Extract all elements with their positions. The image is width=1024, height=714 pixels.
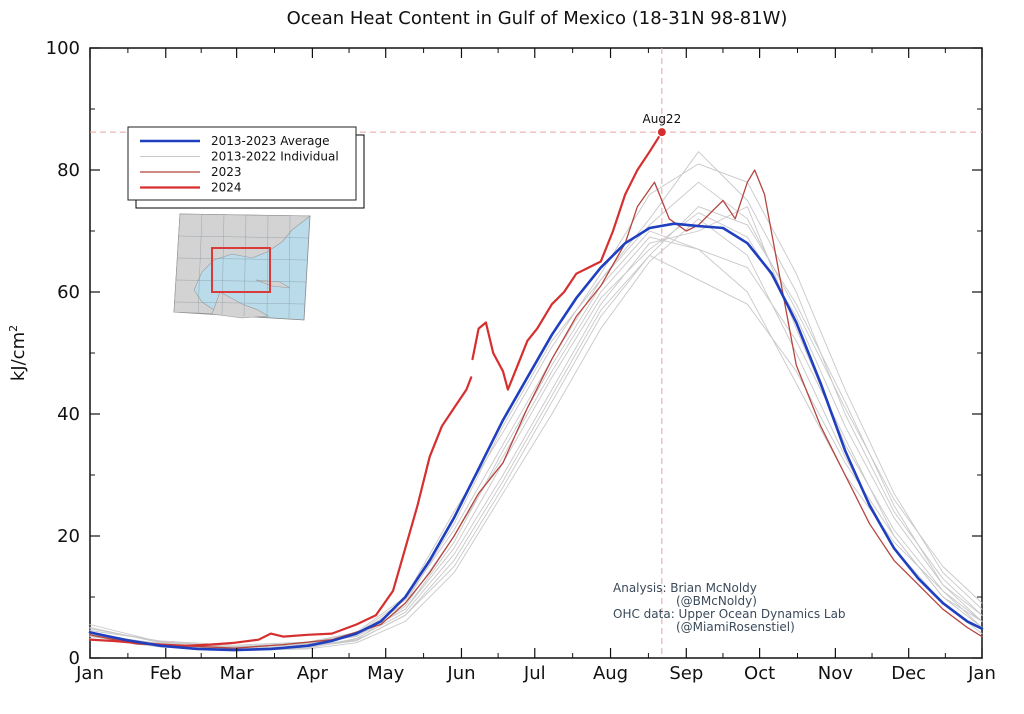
series-line-2024-segment-0: [88, 376, 473, 647]
x-tick-labels: Jan Feb Mar Apr May Jun Jul Aug Sep Oct Nov Dec Jan: [75, 663, 996, 684]
y-tick-label-20: 20: [57, 526, 80, 547]
x-tick-label-aug-7: Aug: [593, 663, 628, 684]
x-tick-label-jan-12: Jan: [967, 663, 996, 684]
y-axis-label-superscript: 2: [7, 325, 20, 332]
x-tick-label-feb-1: Feb: [150, 663, 182, 684]
y-tick-label-80: 80: [57, 160, 80, 181]
credit-data-handle: (@MiamiRosenstiel): [676, 620, 795, 634]
y-tick-label-100: 100: [46, 38, 80, 59]
inset-map-region-box: [211, 247, 271, 293]
y-tick-label-40: 40: [57, 404, 80, 425]
legend-label-3: 2024: [211, 181, 242, 195]
y-axis-label: kJ/cm2: [7, 325, 29, 381]
x-tick-label-mar-2: Mar: [220, 663, 255, 684]
series-line-2013-2023-average: [88, 222, 984, 652]
series-line-individual-5: [89, 163, 983, 646]
credit-analysis: Analysis: Brian McNoldy: [613, 581, 757, 595]
x-tick-label-nov-10: Nov: [818, 663, 853, 684]
y-axis-label-text: kJ/cm: [8, 332, 29, 381]
y-tick-labels: 0 20 40 60 80 100: [46, 38, 80, 669]
credit-analysis-handle: (@BMcNoldy): [676, 594, 757, 608]
inset-map: [173, 213, 311, 321]
x-tick-label-dec-11: Dec: [891, 663, 926, 684]
series-line-individual-6: [89, 206, 983, 650]
x-tick-label-jun-5: Jun: [446, 663, 475, 684]
reference-lines: [90, 48, 982, 658]
credits: Analysis: Brian McNoldy (@BMcNoldy) OHC …: [613, 581, 846, 634]
inset-map-graticule: [174, 213, 309, 319]
series-line-2024-segment-1: [471, 131, 663, 391]
credit-data: OHC data: Upper Ocean Dynamics Lab: [613, 607, 846, 621]
aug22-marker: [656, 127, 667, 138]
inset-map-land-central: [211, 291, 269, 319]
legend-label-0: 2013-2023 Average: [211, 134, 330, 148]
x-tick-label-sep-8: Sep: [669, 663, 703, 684]
aug22-annotation: Aug22: [643, 112, 682, 138]
aug22-label: Aug22: [643, 112, 682, 126]
legend-label-2: 2023: [211, 165, 242, 179]
x-tick-label-jul-6: Jul: [523, 663, 546, 684]
x-tick-label-apr-3: Apr: [297, 663, 329, 684]
highlight-lines: [88, 131, 984, 652]
series-line-2023: [89, 169, 983, 649]
chart-title: Ocean Heat Content in Gulf of Mexico (18…: [287, 8, 788, 29]
y-tick-label-60: 60: [57, 282, 80, 303]
legend-label-1: 2013-2022 Individual: [211, 150, 339, 164]
x-tick-label-jan-0: Jan: [75, 663, 104, 684]
y-tick-label-0: 0: [69, 648, 80, 669]
x-tick-label-oct-9: Oct: [744, 663, 775, 684]
axis-ticks: [89, 47, 983, 659]
x-tick-label-may-4: May: [367, 663, 405, 684]
